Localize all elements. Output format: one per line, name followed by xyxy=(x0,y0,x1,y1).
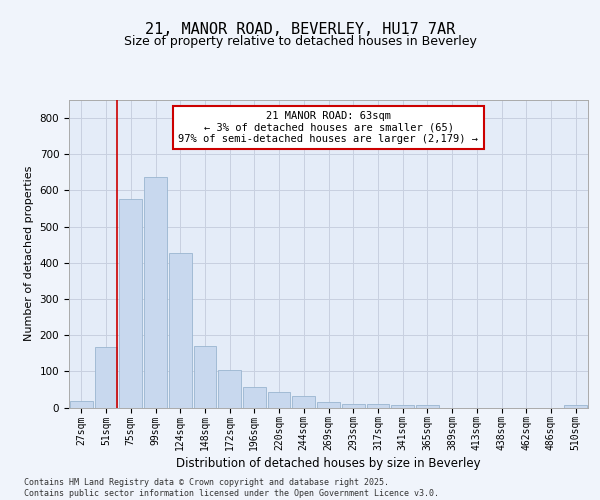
Text: Size of property relative to detached houses in Beverley: Size of property relative to detached ho… xyxy=(124,35,476,48)
Bar xyxy=(367,404,389,407)
Bar xyxy=(292,396,315,407)
Bar xyxy=(391,404,414,407)
Bar xyxy=(194,346,216,408)
Bar xyxy=(95,346,118,408)
Bar xyxy=(169,252,191,408)
Bar xyxy=(218,370,241,408)
Bar xyxy=(243,386,266,407)
Text: Contains HM Land Registry data © Crown copyright and database right 2025.
Contai: Contains HM Land Registry data © Crown c… xyxy=(24,478,439,498)
Bar xyxy=(416,406,439,407)
Bar xyxy=(70,401,93,407)
Text: 21, MANOR ROAD, BEVERLEY, HU17 7AR: 21, MANOR ROAD, BEVERLEY, HU17 7AR xyxy=(145,22,455,36)
Bar xyxy=(342,404,365,407)
Bar xyxy=(317,402,340,407)
Text: 21 MANOR ROAD: 63sqm
← 3% of detached houses are smaller (65)
97% of semi-detach: 21 MANOR ROAD: 63sqm ← 3% of detached ho… xyxy=(179,111,479,144)
Bar xyxy=(268,392,290,407)
Bar xyxy=(564,406,587,407)
X-axis label: Distribution of detached houses by size in Beverley: Distribution of detached houses by size … xyxy=(176,458,481,470)
Bar xyxy=(119,199,142,408)
Bar xyxy=(144,176,167,408)
Y-axis label: Number of detached properties: Number of detached properties xyxy=(24,166,34,342)
